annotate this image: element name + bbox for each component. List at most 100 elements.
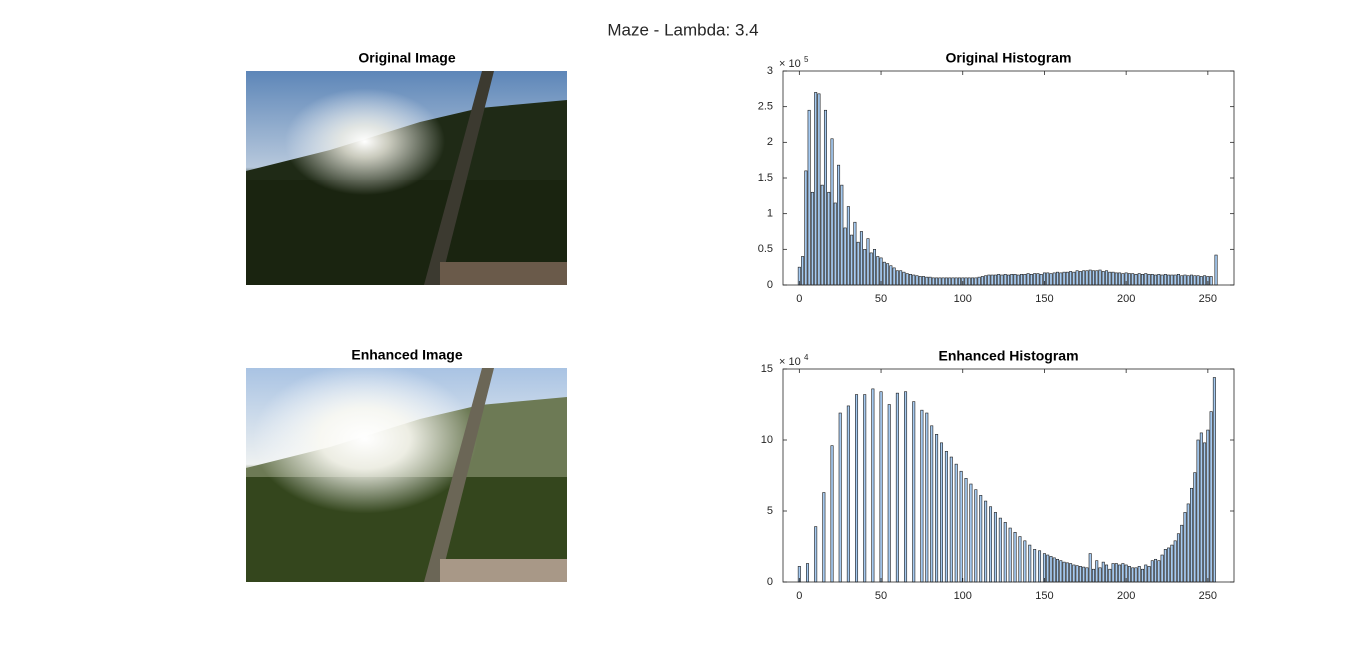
bar <box>948 277 952 286</box>
bar <box>959 470 963 583</box>
y-exponent-base: × 10 <box>779 356 801 368</box>
bar <box>1095 270 1099 286</box>
bar <box>905 273 909 286</box>
y-exponent-base: × 10 <box>779 58 801 70</box>
bar <box>1121 563 1125 583</box>
y-tick-label: 1.5 <box>758 172 773 184</box>
bar <box>1038 550 1042 583</box>
bar <box>820 184 824 286</box>
bar <box>1088 269 1092 286</box>
bar <box>1206 429 1210 583</box>
bar <box>1170 274 1174 286</box>
y-tick-label: 2.5 <box>758 101 773 113</box>
bar <box>1203 275 1207 286</box>
bar <box>974 277 978 286</box>
bar <box>1033 549 1037 583</box>
bar <box>908 273 912 286</box>
bar <box>838 412 842 583</box>
bar <box>1016 274 1020 286</box>
bar <box>806 563 810 583</box>
bar <box>993 274 997 286</box>
bar <box>984 275 988 286</box>
plot-area <box>783 369 1234 582</box>
bar <box>912 401 916 583</box>
bar <box>1062 561 1066 583</box>
bar <box>810 191 814 286</box>
bar <box>1078 271 1082 286</box>
bar <box>993 512 997 583</box>
bar <box>1144 273 1148 286</box>
bar <box>957 277 961 286</box>
x-tick-label: 100 <box>954 590 972 602</box>
bar <box>1114 563 1118 583</box>
bar <box>1003 522 1007 583</box>
bar <box>1180 524 1184 583</box>
bar <box>1183 274 1187 286</box>
bar <box>1212 377 1216 583</box>
bar <box>1003 273 1007 286</box>
bar <box>1170 544 1174 583</box>
bar <box>1013 273 1017 286</box>
original-image <box>246 71 567 285</box>
bar <box>1098 567 1102 583</box>
x-tick-label: 0 <box>796 590 802 602</box>
x-tick-label: 50 <box>875 590 887 602</box>
bar <box>1049 273 1053 286</box>
bar <box>856 241 860 286</box>
bar <box>1176 533 1180 583</box>
bar <box>1095 560 1099 583</box>
bar <box>1167 274 1171 286</box>
bar <box>1154 558 1158 583</box>
bar <box>1042 553 1046 583</box>
bar <box>1082 566 1086 583</box>
bar <box>954 277 958 286</box>
bar <box>1091 270 1095 286</box>
bar <box>1196 275 1200 286</box>
bar <box>954 463 958 583</box>
bar <box>1075 270 1079 286</box>
bar <box>1062 271 1066 286</box>
y-tick-label: 15 <box>761 363 773 375</box>
bar <box>855 394 859 583</box>
bar <box>846 405 850 583</box>
bar <box>1144 564 1148 583</box>
bar <box>920 409 924 583</box>
bar <box>895 392 899 583</box>
bar <box>876 256 880 286</box>
bar <box>997 273 1001 286</box>
bar <box>879 257 883 286</box>
y-exponent-power: 4 <box>804 353 809 362</box>
bar <box>853 221 857 286</box>
bar <box>1069 563 1073 583</box>
bar <box>989 506 993 583</box>
bar <box>1108 568 1112 583</box>
bar <box>1105 270 1109 286</box>
bar <box>1140 568 1144 583</box>
bar <box>1065 562 1069 583</box>
bar <box>1085 270 1089 286</box>
bar <box>998 517 1002 583</box>
bar <box>833 202 837 286</box>
bar <box>935 434 939 583</box>
bar <box>1029 273 1033 286</box>
bar <box>944 277 948 286</box>
figure-title: Maze - Lambda: 3.4 <box>607 20 758 39</box>
bar <box>882 261 886 286</box>
bar <box>1114 272 1118 286</box>
bar <box>1167 547 1171 583</box>
y-tick-label: 5 <box>767 505 773 517</box>
x-tick-label: 100 <box>954 293 972 305</box>
bar <box>949 456 953 583</box>
bar <box>1121 273 1125 286</box>
bar <box>843 227 847 286</box>
bar <box>951 277 955 286</box>
bar <box>823 109 827 286</box>
bar <box>1039 273 1043 286</box>
bar <box>1157 273 1161 286</box>
bar <box>1150 273 1154 286</box>
chart-title: Original Histogram <box>945 50 1071 66</box>
bar <box>964 478 968 583</box>
bar <box>1013 531 1017 583</box>
bar <box>902 271 906 286</box>
